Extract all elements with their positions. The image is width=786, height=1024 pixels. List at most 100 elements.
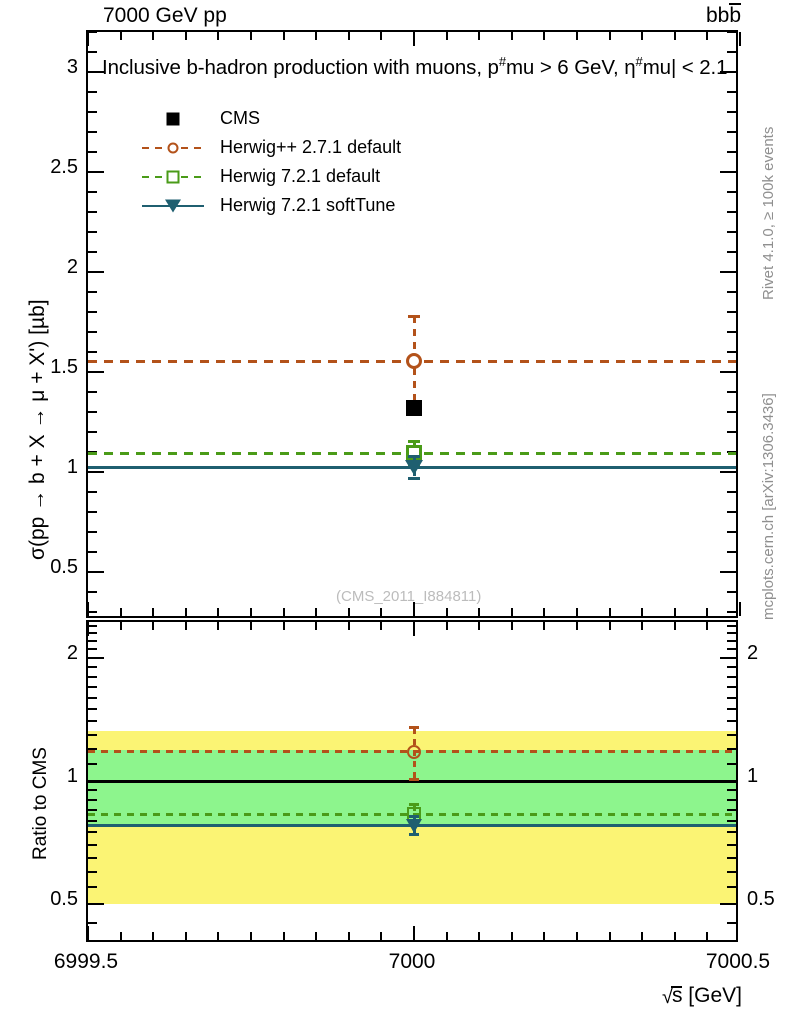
main-xtick-bottom	[739, 602, 741, 616]
ratio-xtick-top	[706, 622, 709, 630]
main-xtick-bottom	[576, 608, 578, 616]
ratio-xtick-top	[641, 622, 644, 630]
ratio-ytick-left	[88, 666, 97, 669]
ratio-ytick-right	[727, 640, 736, 643]
main-ytick-left	[88, 71, 104, 73]
main-xtick-bottom	[510, 608, 513, 616]
plot-title-sup1: #	[498, 54, 506, 69]
main-ytick-left	[88, 411, 97, 413]
main-ytick-label: 3	[66, 56, 78, 78]
main-xtick-top	[217, 32, 220, 40]
main-xtick-bottom	[706, 608, 709, 616]
process-label: bb b	[705, 3, 741, 28]
main-xtick-top	[576, 32, 578, 40]
ratio-xtick-top	[88, 622, 89, 636]
main-ytick-right	[727, 211, 736, 213]
main-ytick-right	[727, 511, 736, 513]
ratio-ytick-right	[727, 870, 736, 873]
circle-open-marker-icon	[167, 142, 179, 153]
main-ytick-right	[727, 91, 736, 93]
ratio-ytick-right	[720, 657, 736, 660]
ratio-ytick-left	[88, 696, 97, 699]
ratio-xtick-bottom	[184, 932, 187, 940]
ratio-xtick-bottom	[282, 932, 285, 940]
ratio-ytick-right	[727, 809, 736, 812]
ratio-series-line	[88, 812, 736, 816]
sqrt-group: √ s	[662, 984, 683, 1008]
ratio-ytick-left	[88, 624, 97, 627]
main-ytick-left	[88, 51, 97, 53]
main-ytick-label: 2	[66, 256, 78, 278]
ratio-xtick-top	[576, 622, 578, 630]
ratio-error-bar-cap	[409, 803, 419, 807]
analysis-id-watermark: (CMS_2011_I884811)	[336, 588, 482, 605]
ratio-xtick-top	[380, 622, 383, 630]
error-bar-cap	[408, 476, 420, 480]
rivet-version-note: Rivet 4.1.0, ≥ 100k events	[760, 127, 777, 300]
ratio-ytick-right	[727, 789, 736, 792]
ratio-ytick-right	[727, 886, 736, 889]
main-ytick-left	[88, 351, 97, 353]
main-xtick-top	[478, 32, 481, 40]
ratio-xtick-top	[543, 622, 546, 630]
process-b: bb	[705, 4, 730, 27]
error-bar-cap	[408, 439, 420, 443]
main-xtick-top	[543, 32, 546, 40]
ratio-xtick-top	[673, 622, 676, 630]
legend: CMS Herwig++ 2.7.1 default Herwig 7.2.1 …	[142, 104, 401, 220]
ratio-ytick-right	[727, 819, 736, 822]
main-ytick-right	[727, 111, 736, 113]
error-bar-cap	[408, 454, 420, 458]
ratio-xtick-top	[478, 622, 481, 630]
main-ytick-right	[720, 71, 736, 73]
ratio-error-bar-vertical	[412, 804, 416, 825]
ratio-ytick-left	[88, 675, 97, 678]
main-xtick-bottom	[608, 608, 611, 616]
main-xtick-bottom	[87, 602, 89, 616]
main-xtick-bottom	[673, 608, 676, 616]
ratio-y-axis-title: Ratio to CMS	[30, 747, 52, 860]
main-ytick-right	[727, 251, 736, 253]
main-xtick-bottom	[217, 608, 220, 616]
ratio-error-bar-cap	[409, 726, 419, 730]
main-ytick-right	[727, 151, 736, 153]
ratio-xtick-top	[315, 622, 318, 630]
ratio-data-layer	[88, 622, 736, 940]
ratio-error-bar-cap	[409, 814, 419, 818]
ratio-xtick-bottom	[119, 932, 122, 940]
ratio-ytick-right	[720, 903, 736, 906]
ratio-xtick-top	[445, 622, 448, 630]
ratio-ytick-left	[88, 657, 104, 660]
main-ytick-left	[88, 171, 104, 173]
ratio-ytick-left	[88, 632, 97, 635]
plot-title-post: mu| < 2.1	[642, 55, 728, 79]
main-ytick-left	[88, 251, 97, 253]
plot-title-eta: η	[624, 55, 636, 79]
main-xtick-top	[673, 32, 676, 40]
main-ytick-left	[88, 491, 97, 493]
ratio-xtick-bottom	[543, 932, 546, 940]
ratio-xtick-bottom	[88, 926, 89, 940]
main-ytick-right	[727, 231, 736, 233]
ratio-ytick-right	[727, 856, 736, 859]
legend-label-herwig721-softtune: Herwig 7.2.1 softTune	[220, 195, 396, 215]
ratio-marker-circle-open	[407, 744, 421, 759]
ratio-ytick-left	[88, 640, 97, 643]
square-open-marker-icon	[166, 170, 180, 183]
main-ytick-left	[88, 291, 97, 293]
main-xtick-bottom	[543, 608, 546, 616]
ratio-ytick-left	[88, 763, 97, 766]
legend-label-herwigpp271: Herwig++ 2.7.1 default	[220, 137, 402, 157]
main-xtick-bottom	[641, 608, 644, 616]
ratio-ytick-right	[720, 780, 736, 783]
main-xtick-bottom	[119, 608, 122, 616]
main-y-axis-title-text: σ(pp → b + X → μ + X') [µb]	[26, 299, 49, 560]
ratio-error-bar-cap	[409, 777, 419, 781]
ratio-ytick-right	[727, 685, 736, 688]
main-xtick-top	[250, 32, 252, 40]
main-ytick-right	[720, 471, 736, 473]
main-xtick-bottom	[380, 608, 383, 616]
ratio-ytick-right	[727, 666, 736, 669]
main-ytick-right	[727, 611, 736, 613]
main-ytick-left	[88, 311, 97, 313]
